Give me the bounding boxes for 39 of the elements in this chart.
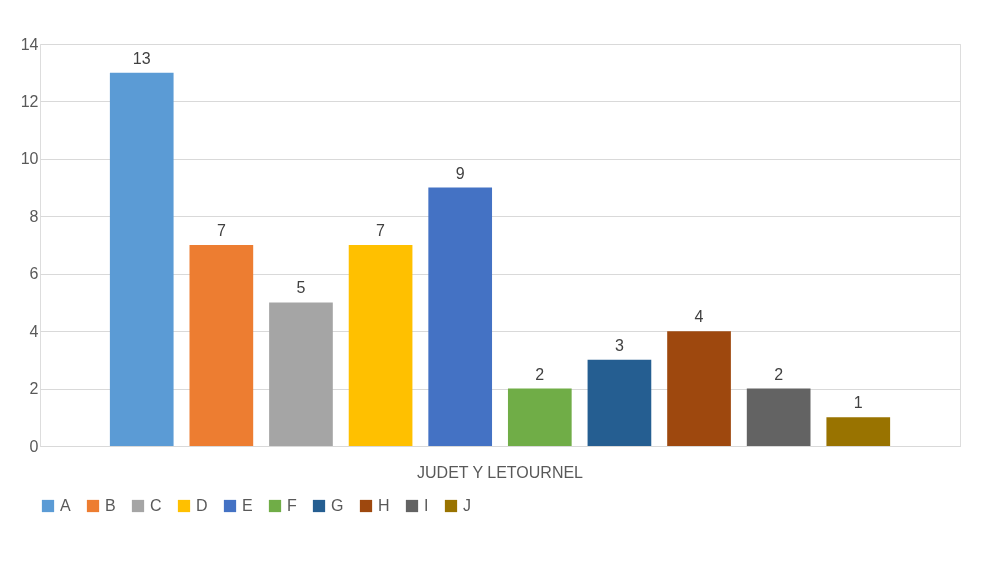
y-tick-label: 0: [29, 437, 39, 455]
bar: [746, 388, 811, 446]
legend-label: D: [196, 497, 208, 514]
data-label: 9: [455, 164, 465, 182]
bar: [428, 187, 493, 446]
data-label: 13: [132, 49, 151, 67]
y-tick-label: 2: [29, 380, 39, 398]
data-label: 5: [296, 279, 306, 297]
y-tick-label: 12: [20, 92, 39, 110]
y-tick-label: 8: [29, 207, 39, 225]
y-tick-label: 14: [20, 35, 39, 53]
data-label: 4: [694, 308, 704, 326]
data-label: 3: [614, 336, 624, 354]
bar: [269, 302, 333, 446]
x-tick-label: JUDET Y LETOURNEL: [417, 463, 584, 481]
data-label: 2: [535, 365, 545, 383]
bar: [667, 331, 731, 446]
bar: [189, 245, 254, 446]
legend-label: A: [60, 497, 71, 514]
data-label: 7: [376, 222, 386, 239]
bar: [507, 388, 572, 446]
legend-label: E: [242, 497, 253, 514]
bar: [587, 359, 652, 446]
y-tick-label: 6: [29, 265, 39, 283]
legend-label: C: [150, 497, 162, 514]
legend-label: H: [378, 497, 390, 514]
y-tick-label: 4: [29, 322, 39, 340]
data-label: 7: [216, 222, 226, 239]
legend-label: G: [331, 497, 344, 514]
bar: [348, 245, 413, 446]
bar: [826, 417, 891, 446]
legend-label: F: [287, 497, 297, 514]
bar: [109, 72, 174, 446]
legend-label: B: [105, 497, 116, 514]
data-label: 2: [774, 365, 784, 383]
legend-label: I: [424, 497, 429, 514]
data-label: 1: [853, 394, 863, 412]
legend-label: J: [463, 497, 471, 514]
y-tick-label: 10: [20, 150, 39, 168]
